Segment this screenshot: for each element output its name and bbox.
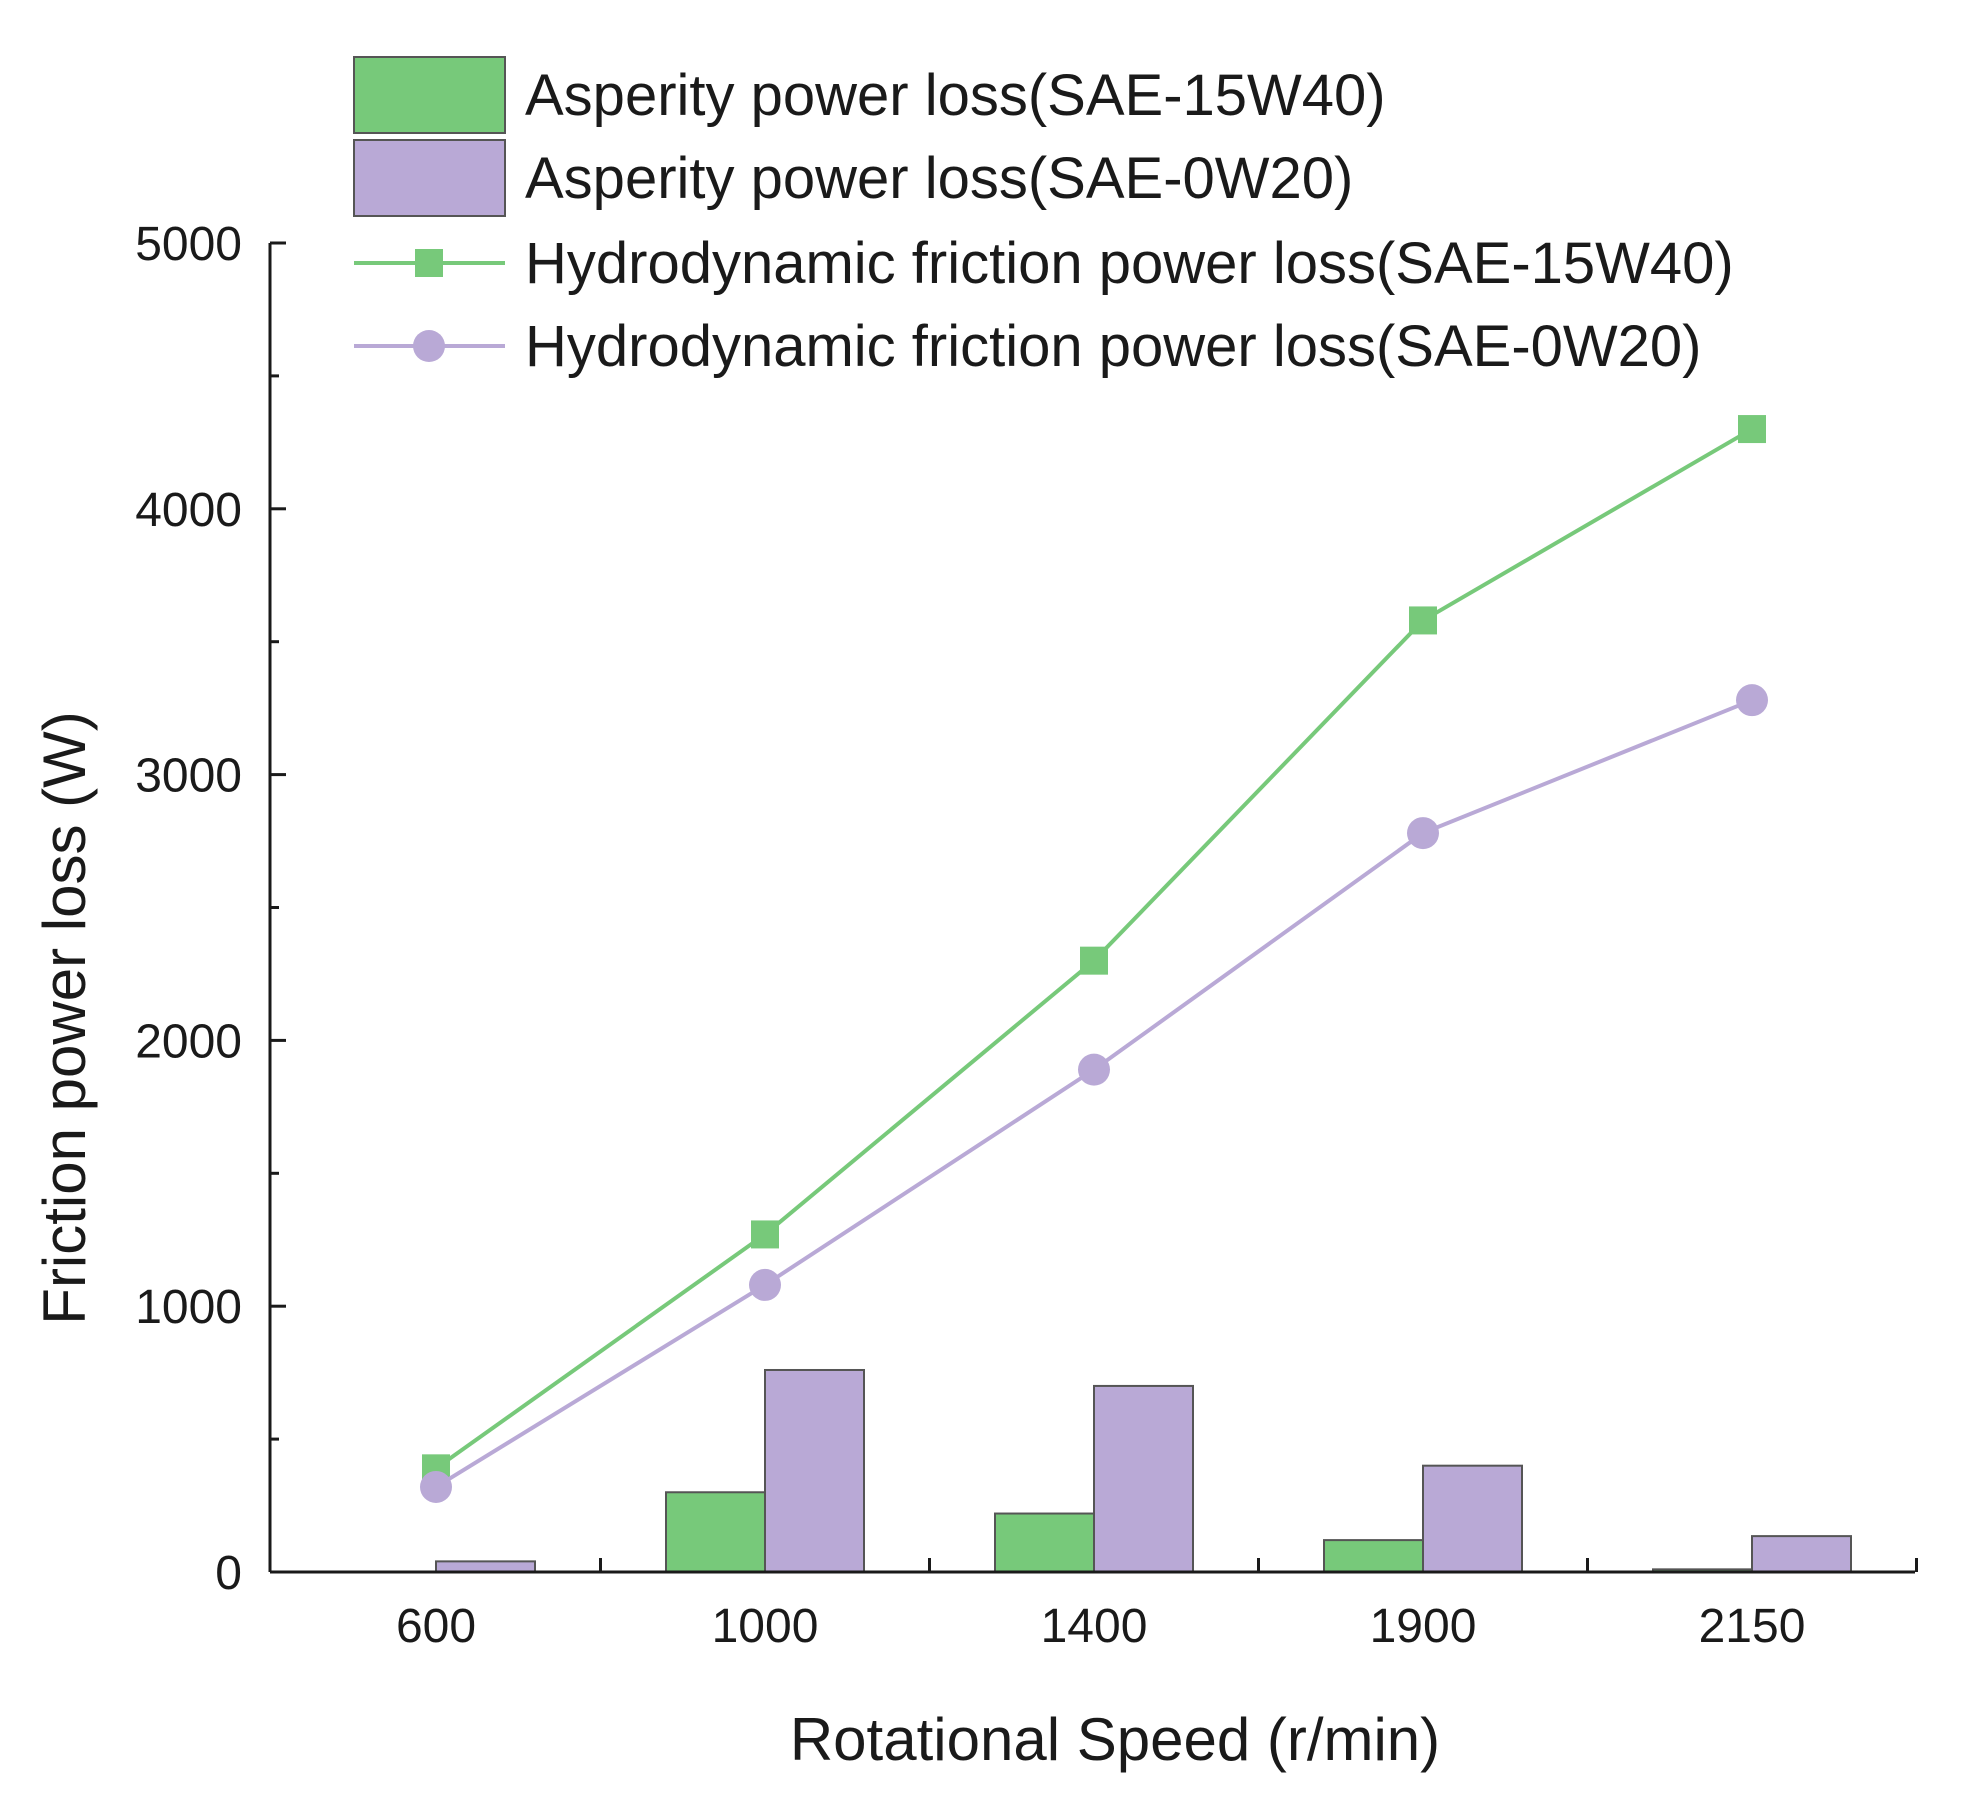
marker-0w20-1900 (1407, 817, 1439, 850)
marker-15w40-1400 (1080, 946, 1108, 975)
legend-swatch-bar-15w40 (353, 56, 506, 134)
marker-0w20-1400 (1078, 1053, 1110, 1086)
bar-0w20-600 (435, 1560, 536, 1574)
x-tick-label: 600 (396, 1600, 476, 1653)
legend: Asperity power loss(SAE-15W40) Asperity p… (353, 56, 1734, 379)
legend-swatch-line-0w20-marker (413, 330, 445, 362)
x-tick-label: 1900 (1370, 1600, 1477, 1653)
bar-0w20-1000 (764, 1368, 865, 1573)
x-tick-label: 1400 (1041, 1600, 1148, 1653)
marker-0w20-600 (420, 1470, 452, 1503)
plot-area (420, 415, 1852, 1574)
x-axis-title: Rotational Speed (r/min) (790, 1706, 1440, 1773)
x-tick-label: 2150 (1699, 1600, 1806, 1653)
marker-15w40-1900 (1409, 606, 1437, 635)
marker-15w40-2150 (1738, 415, 1766, 444)
legend-swatch-bar-0w20 (353, 139, 506, 217)
y-tick-label: 4000 (135, 484, 242, 537)
y-axis-title: Friction power loss (W) (31, 711, 98, 1324)
bar-0w20-1400 (1093, 1384, 1194, 1573)
bar-0w20-1900 (1422, 1464, 1523, 1574)
bar-15w40-1000 (665, 1491, 766, 1574)
legend-swatch-line-15w40-marker (415, 249, 443, 277)
axes: 0 1000 2000 3000 4000 5000 600 1000 1400 1900 2150 (135, 218, 1918, 1653)
marker-0w20-2150 (1736, 684, 1768, 717)
bar-15w40-1900 (1323, 1539, 1424, 1574)
legend-label: Asperity power loss(SAE-15W40) (525, 63, 1386, 128)
y-tick-label: 2000 (135, 1015, 242, 1068)
bar-0w20-2150 (1751, 1535, 1852, 1573)
y-tick-label: 3000 (135, 750, 242, 803)
marker-0w20-1000 (749, 1268, 781, 1301)
bar-15w40-1400 (994, 1512, 1095, 1574)
series-line-0w20 (434, 698, 1753, 1489)
legend-label: Hydrodynamic friction power loss(SAE-15W… (525, 231, 1734, 296)
y-tick-label: 5000 (135, 218, 242, 271)
legend-label: Hydrodynamic friction power loss(SAE-0W2… (525, 314, 1701, 379)
y-tick-label: 1000 (135, 1281, 242, 1334)
x-tick-label: 1000 (712, 1600, 819, 1653)
y-tick-label: 0 (215, 1547, 242, 1600)
legend-label: Asperity power loss(SAE-0W20) (525, 146, 1353, 211)
marker-15w40-1000 (751, 1220, 779, 1249)
